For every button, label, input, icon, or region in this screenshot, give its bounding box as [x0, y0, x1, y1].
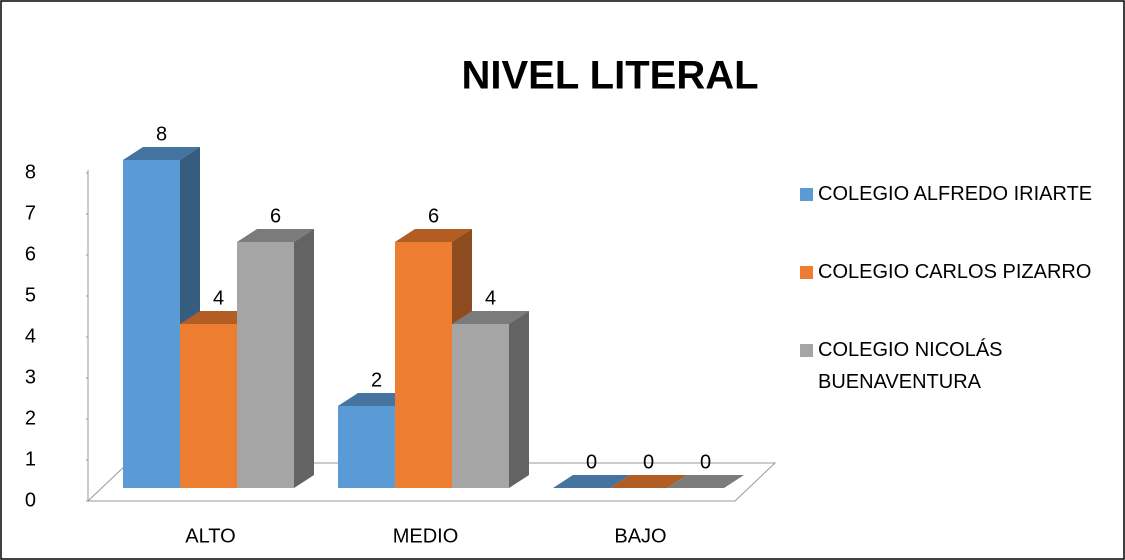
bar-front — [395, 242, 452, 488]
data-label: 2 — [371, 369, 382, 391]
bar-top — [237, 229, 314, 242]
data-label: 0 — [700, 451, 711, 473]
data-label: 0 — [643, 451, 654, 473]
legend-swatch — [800, 266, 813, 279]
bar-side-shade — [509, 311, 529, 488]
legend-swatch — [800, 188, 813, 201]
bar-top-shade — [610, 475, 687, 488]
legend-label: COLEGIO ALFREDO IRIARTE — [818, 183, 1093, 205]
bar-side-shade — [294, 229, 314, 488]
y-tick-label: 0 — [25, 489, 36, 511]
bar-front — [338, 406, 395, 488]
y-tick-label: 5 — [25, 284, 36, 306]
y-tick-label: 7 — [25, 202, 36, 224]
bar-front — [180, 324, 237, 488]
data-label: 6 — [270, 205, 281, 227]
bar-top — [395, 229, 472, 242]
legend-label: COLEGIO NICOLÁS BUENAVENTURA — [818, 339, 1003, 393]
legend-item: COLEGIO ALFREDO IRIARTE — [800, 178, 1120, 210]
y-tick-label: 3 — [25, 366, 36, 388]
y-tick-label: 4 — [25, 325, 36, 347]
bar-top-shade — [123, 147, 200, 160]
legend-item: COLEGIO CARLOS PIZARRO — [800, 256, 1120, 288]
data-label: 4 — [485, 287, 496, 309]
x-tick-label: BAJO — [614, 525, 666, 547]
y-tick-label: 6 — [25, 243, 36, 265]
bar-top-shade — [452, 311, 529, 324]
bar-top — [667, 475, 744, 488]
bar-top — [452, 311, 529, 324]
bar-front — [237, 242, 294, 488]
bar-top — [610, 475, 687, 488]
y-tick-label: 2 — [25, 407, 36, 429]
bar-front — [452, 324, 509, 488]
legend: COLEGIO ALFREDO IRIARTE COLEGIO CARLOS PI… — [800, 178, 1120, 444]
data-label: 6 — [428, 205, 439, 227]
y-tick-label: 8 — [25, 161, 36, 183]
x-tick-label: MEDIO — [393, 525, 459, 547]
bar-top-shade — [667, 475, 744, 488]
legend-label: COLEGIO CARLOS PIZARRO — [818, 261, 1092, 283]
data-label: 8 — [156, 123, 167, 145]
y-tick-label: 1 — [25, 448, 36, 470]
legend-item: COLEGIO NICOLÁS BUENAVENTURA — [800, 334, 1120, 398]
x-tick-label: ALTO — [185, 525, 235, 547]
chart-title: NIVEL LITERAL — [461, 54, 758, 98]
bar-top — [553, 475, 630, 488]
bar-top — [123, 147, 200, 160]
bar-side — [294, 229, 314, 488]
legend-swatch — [800, 344, 813, 357]
bar-top-shade — [395, 229, 472, 242]
bar-front — [123, 160, 180, 488]
data-label: 0 — [586, 451, 597, 473]
bar-top-shade — [237, 229, 314, 242]
bar-side — [509, 311, 529, 488]
data-label: 4 — [213, 287, 224, 309]
bar-top-shade — [553, 475, 630, 488]
